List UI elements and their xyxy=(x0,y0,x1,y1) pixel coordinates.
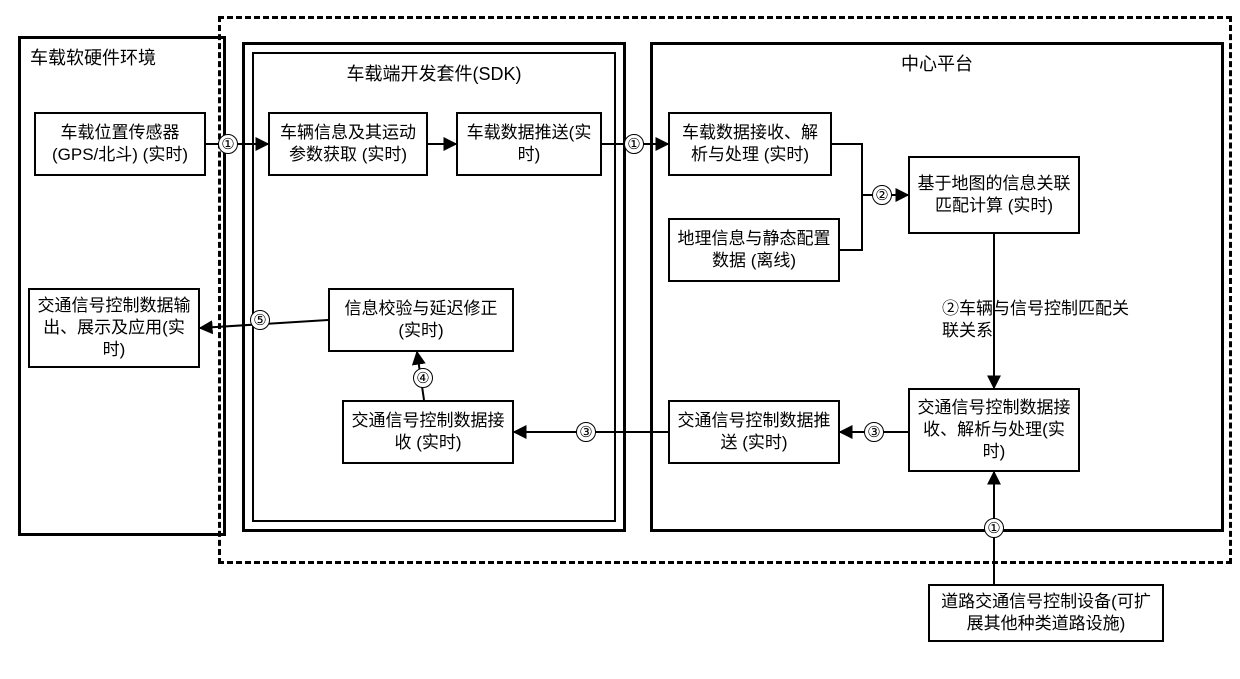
edge-label: ① xyxy=(984,518,1004,538)
edge-label: ④ xyxy=(413,368,433,388)
edge-label: ① xyxy=(218,134,238,154)
node-n1: 车载位置传感器(GPS/北斗) (实时) xyxy=(34,112,206,176)
node-n9: 基于地图的信息关联匹配计算 (实时) xyxy=(908,156,1080,234)
edge-label: ② xyxy=(872,185,892,205)
node-n11: 交通信号控制数据接收、解析与处理(实时) xyxy=(908,388,1080,472)
container-env-title: 车载软硬件环境 xyxy=(30,44,156,70)
node-n2: 车辆信息及其运动参数获取 (实时) xyxy=(268,112,428,176)
node-n4: 信息校验与延迟修正 (实时) xyxy=(328,288,514,352)
edge-label: ⑤ xyxy=(250,310,270,330)
node-n10: 交通信号控制数据推送 (实时) xyxy=(668,400,840,464)
container-env xyxy=(18,36,226,536)
node-n7: 车载数据接收、解析与处理 (实时) xyxy=(668,112,832,176)
edge-text: ②车辆与信号控制匹配关联关系 xyxy=(942,298,1142,342)
diagram-canvas: 车载软硬件环境车载端开发套件(SDK) 中心平台车载位置传感器(GPS/北斗) (… xyxy=(0,0,1240,679)
edge-label: ① xyxy=(624,134,644,154)
node-n3: 车载数据推送(实时) xyxy=(456,112,602,176)
node-n12: 道路交通信号控制设备(可扩展其他种类道路设施) xyxy=(928,584,1164,642)
container-sdk-title: 车载端开发套件(SDK) xyxy=(252,60,616,86)
edge-label: ③ xyxy=(864,422,884,442)
node-n8: 地理信息与静态配置数据 (离线) xyxy=(668,218,840,282)
node-n5: 交通信号控制数据接收 (实时) xyxy=(342,400,514,464)
node-n6: 交通信号控制数据输出、展示及应用(实时) xyxy=(28,288,200,368)
container-center-title: 中心平台 xyxy=(650,50,1224,76)
edge-label: ③ xyxy=(576,422,596,442)
